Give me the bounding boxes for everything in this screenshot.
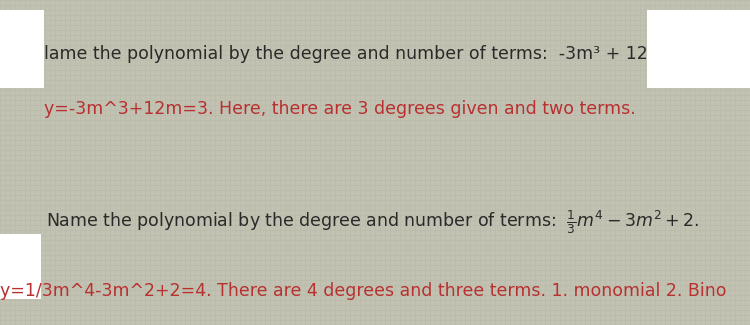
Bar [646, 10, 750, 88]
Text: lame the polynomial by the degree and number of terms:  -3m³ + 12: lame the polynomial by the degree and nu… [44, 45, 647, 63]
Text: y=1/3m^4-3m^2+2=4. There are 4 degrees and three terms. 1. monomial 2. Bino: y=1/3m^4-3m^2+2=4. There are 4 degrees a… [0, 282, 727, 300]
Text: Name the polynomial by the degree and number of terms:  $\frac{1}{3}m^4 - 3m^2 +: Name the polynomial by the degree and nu… [46, 209, 700, 237]
Text: y=-3m^3+12m=3. Here, there are 3 degrees given and two terms.: y=-3m^3+12m=3. Here, there are 3 degrees… [44, 100, 635, 118]
Bar [0, 10, 44, 88]
Bar [0, 234, 41, 299]
